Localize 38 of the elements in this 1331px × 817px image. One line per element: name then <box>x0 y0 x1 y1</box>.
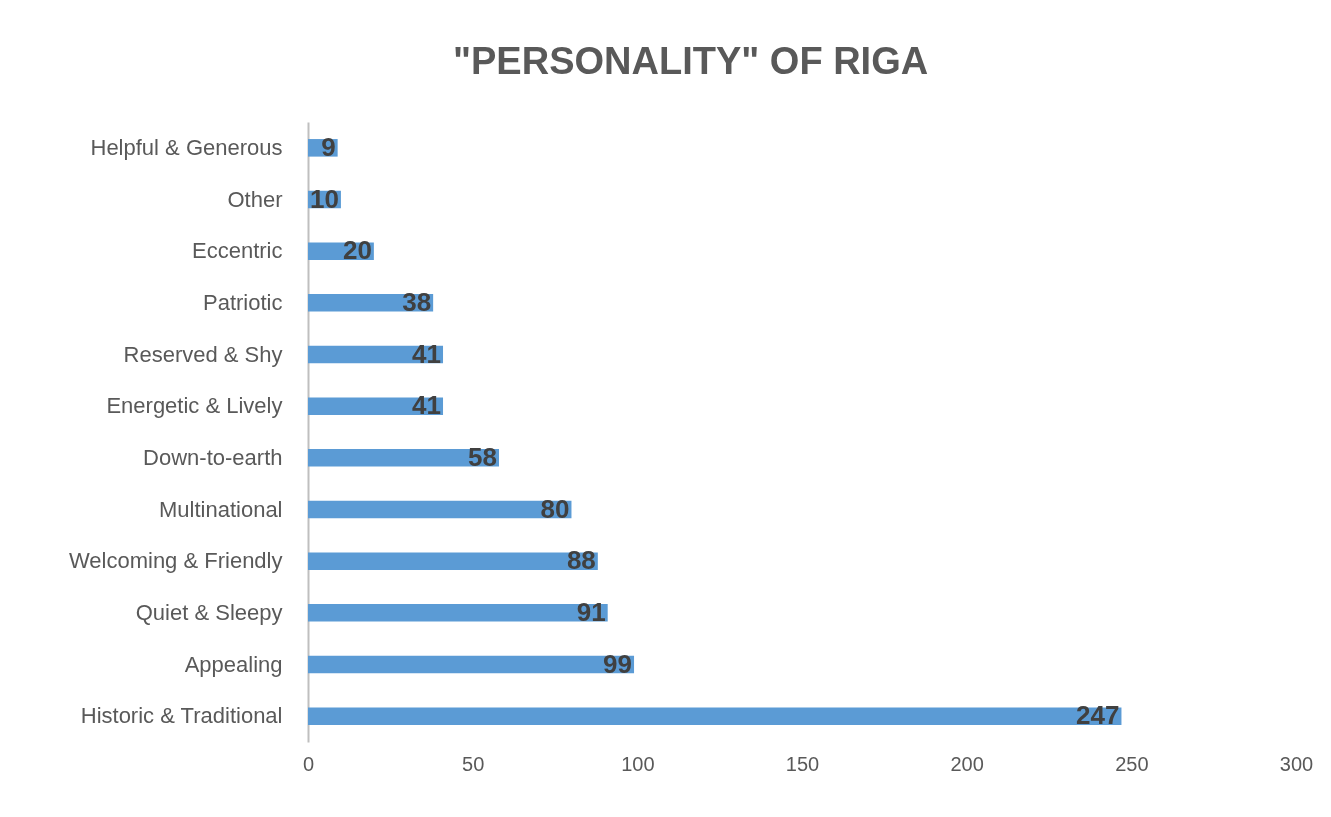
y-tick-label: Historic & Traditional <box>80 703 283 729</box>
data-label: 58 <box>468 441 498 472</box>
y-tick-label: Energetic & Lively <box>106 393 283 419</box>
y-tick-label: Patriotic <box>203 289 283 315</box>
y-tick-label: Quiet & Sleepy <box>135 599 283 625</box>
bar <box>308 707 1122 725</box>
data-label: 20 <box>342 235 372 266</box>
data-label: 247 <box>1076 700 1120 731</box>
x-tick-label: 100 <box>621 752 655 775</box>
bar <box>308 449 500 467</box>
x-tick-label: 150 <box>785 752 820 775</box>
x-tick-label: 50 <box>462 752 485 775</box>
y-tick-label: Reserved & Shy <box>123 341 283 367</box>
data-label: 10 <box>310 183 339 214</box>
chart-title: "PERSONALITY" OF RIGA <box>452 40 929 82</box>
y-tick-label: Eccentric <box>192 238 283 264</box>
x-tick-label: 250 <box>1115 752 1149 775</box>
x-tick-label: 300 <box>1279 752 1314 775</box>
y-tick-label: Multinational <box>158 496 283 522</box>
bar <box>308 604 608 622</box>
bar <box>308 655 635 674</box>
y-tick-label: Other <box>227 186 283 212</box>
data-label: 88 <box>566 545 596 576</box>
data-label: 9 <box>321 131 336 162</box>
data-label: 91 <box>576 596 606 627</box>
data-label: 38 <box>402 286 432 317</box>
bar <box>308 552 598 570</box>
data-label: 41 <box>412 390 442 421</box>
y-tick-label: Down-to-earth <box>143 444 283 470</box>
y-tick-label: Helpful & Generous <box>90 134 283 160</box>
data-label: 99 <box>603 648 633 679</box>
y-tick-label: Welcoming & Friendly <box>68 548 283 574</box>
x-tick-label: 0 <box>302 752 315 775</box>
y-tick-label: Appealing <box>184 651 283 677</box>
bar <box>308 397 444 415</box>
data-label: 41 <box>412 338 442 369</box>
x-tick-label: 200 <box>950 752 984 775</box>
data-label: 80 <box>540 493 570 524</box>
